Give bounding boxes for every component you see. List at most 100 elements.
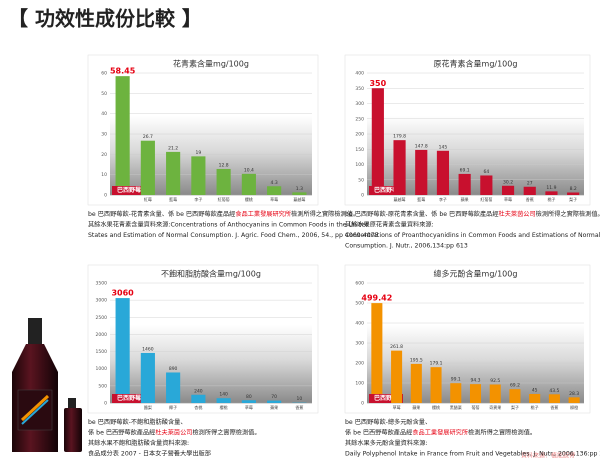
y-tick-label: 20 bbox=[101, 152, 107, 158]
bar bbox=[267, 186, 282, 195]
bar bbox=[410, 363, 422, 403]
value-label: 45 bbox=[532, 388, 538, 394]
bar bbox=[501, 185, 515, 195]
value-label: 30.2 bbox=[503, 179, 513, 185]
value-label: 70 bbox=[271, 394, 277, 400]
bar bbox=[415, 149, 428, 195]
x-tick-label: 紅莓 bbox=[144, 196, 152, 202]
y-tick-label: 2000 bbox=[96, 332, 108, 338]
bar bbox=[529, 394, 541, 403]
value-label: 179.8 bbox=[393, 134, 406, 140]
value-label: 147.8 bbox=[415, 143, 428, 149]
bar bbox=[140, 140, 155, 195]
x-tick-label: 梨子 bbox=[511, 404, 519, 410]
value-label: 4.3 bbox=[271, 180, 278, 186]
y-tick-label: 50 bbox=[358, 177, 364, 183]
caption-text: Concentrations of Proanthocyanidins in C… bbox=[345, 232, 600, 239]
value-label: 350 bbox=[369, 79, 386, 88]
x-tick-label: 柳橙 bbox=[570, 404, 578, 410]
value-label: 11.9 bbox=[546, 185, 556, 191]
chart-title: 總多元酚含量mg/100g bbox=[434, 269, 518, 279]
value-label: 58.45 bbox=[110, 67, 136, 76]
bar bbox=[267, 400, 282, 403]
value-label: 1.3 bbox=[296, 186, 303, 192]
x-tick-label: 李子 bbox=[194, 196, 202, 202]
y-tick-label: 3500 bbox=[96, 281, 108, 287]
bar bbox=[436, 150, 450, 195]
x-tick-label: 紅葡萄 bbox=[218, 196, 230, 202]
caption-line: be 巴西野莓飲-不飽和脂肪酸含量、 bbox=[88, 418, 187, 426]
chart-title: 花青素含量mg/100g bbox=[173, 59, 249, 69]
value-label: 1460 bbox=[142, 346, 154, 352]
bar bbox=[371, 303, 383, 403]
x-tick-label: 巴西野莓 bbox=[374, 394, 398, 402]
y-tick-label: 350 bbox=[355, 86, 364, 92]
caption-text: 檢測所得之實際檢測值。 bbox=[468, 429, 536, 437]
bar bbox=[480, 175, 493, 195]
bar bbox=[430, 367, 442, 403]
bar bbox=[548, 394, 560, 403]
bar bbox=[241, 173, 256, 195]
caption-line: 其餘水果不飽和脂肪酸含量資料來源: bbox=[88, 439, 189, 447]
bar bbox=[489, 384, 501, 403]
x-tick-label: 香蕉 bbox=[295, 404, 303, 410]
x-tick-label: 桃子 bbox=[531, 404, 539, 410]
value-label: 64 bbox=[483, 169, 489, 175]
y-tick-label: 200 bbox=[355, 361, 364, 367]
chart-title: 不飽和脂肪酸含量mg/100g bbox=[161, 269, 261, 279]
value-label: 99.1 bbox=[451, 377, 461, 383]
value-label: 240 bbox=[194, 388, 203, 394]
caption-line: be 巴西野莓飲-花青素含量、係 be 巴西野莓飲產品經食品工業發展研究所檢測所… bbox=[88, 210, 359, 218]
x-tick-label: 草莓 bbox=[270, 196, 278, 202]
y-tick-label: 150 bbox=[355, 147, 364, 153]
value-label: 69.1 bbox=[460, 167, 470, 173]
y-tick-label: 400 bbox=[355, 71, 364, 77]
caption-line: Daily Polyphenol Intake in France from F… bbox=[345, 451, 600, 458]
caption-text: Daily Polyphenol Intake in France from F… bbox=[345, 451, 600, 458]
y-tick-label: 0 bbox=[361, 193, 364, 199]
caption-highlight: 食品工業發展研究所 bbox=[412, 429, 468, 437]
x-tick-label: 巴西野莓 bbox=[117, 186, 141, 194]
y-tick-label: 40 bbox=[101, 111, 107, 117]
value-label: 80 bbox=[246, 394, 252, 400]
bar bbox=[115, 298, 130, 403]
chart-title: 原花青素含量mg/100g bbox=[434, 59, 518, 69]
caption-text: be 巴西野莓飲-花青素含量、係 be 巴西野莓飲產品經 bbox=[88, 210, 235, 218]
x-tick-label: 桃子 bbox=[547, 196, 555, 202]
bar bbox=[140, 352, 155, 403]
x-tick-label: 草莓 bbox=[245, 404, 253, 410]
bar bbox=[166, 372, 181, 403]
y-tick-label: 1000 bbox=[96, 366, 108, 372]
y-tick-label: 1500 bbox=[96, 349, 108, 355]
value-label: 3060 bbox=[111, 289, 134, 298]
x-tick-label: 櫻桃 bbox=[432, 404, 440, 410]
caption-line: 係 be 巴西野莓飲產品經食品工業發展研究所檢測所得之實際檢測值。 bbox=[345, 429, 536, 437]
x-tick-label: 蘋果 bbox=[270, 404, 278, 410]
highlight-box bbox=[112, 394, 146, 403]
value-label: 10 bbox=[297, 396, 303, 402]
caption-text: 其餘水果多元酚含量資料來源: bbox=[345, 439, 428, 447]
bar bbox=[292, 192, 307, 195]
x-tick-label: 李子 bbox=[439, 196, 447, 202]
value-label: 28.3 bbox=[569, 391, 579, 397]
x-tick-label: 奇異果 bbox=[489, 404, 501, 410]
value-label: 261.8 bbox=[390, 344, 403, 350]
caption-line: 其餘水果花青素含量資料來源:Concentrations of Anthocya… bbox=[88, 221, 369, 229]
y-tick-label: 300 bbox=[355, 341, 364, 347]
bar bbox=[216, 398, 231, 403]
caption-text: 其餘水果花青素含量資料來源:Concentrations of Anthocya… bbox=[88, 221, 369, 229]
y-tick-label: 300 bbox=[355, 101, 364, 107]
value-label: 195.5 bbox=[410, 357, 423, 363]
caption-line: States and Estimation of Normal Consumpt… bbox=[88, 232, 379, 239]
caption-line: 其餘水果原花青素含量資料來源: bbox=[345, 221, 434, 229]
bar bbox=[191, 394, 206, 403]
y-tick-label: 400 bbox=[355, 321, 364, 327]
caption-text: 其餘水果原花青素含量資料來源: bbox=[345, 221, 434, 229]
x-tick-label: 蔓越莓 bbox=[394, 196, 406, 202]
value-label: 179.1 bbox=[430, 361, 443, 367]
x-tick-label: 梨子 bbox=[569, 196, 577, 202]
value-label: 69.2 bbox=[510, 383, 520, 389]
value-label: 10.4 bbox=[244, 167, 254, 173]
y-tick-label: 10 bbox=[101, 172, 107, 178]
